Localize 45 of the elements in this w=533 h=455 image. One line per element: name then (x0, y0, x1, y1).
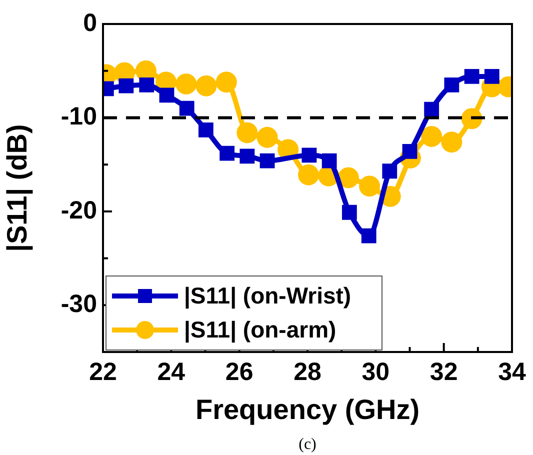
point (198, 122, 214, 138)
x-tick-label: 22 (89, 358, 117, 386)
y-tick-label: -10 (60, 102, 97, 131)
point (338, 167, 359, 188)
x-tick-label: 30 (362, 358, 390, 386)
point (322, 153, 337, 168)
point (240, 148, 255, 164)
point (196, 75, 217, 96)
point (260, 153, 275, 168)
point (220, 146, 235, 161)
text: (c) (298, 436, 316, 453)
point (421, 126, 442, 147)
point (361, 228, 376, 244)
point (444, 77, 460, 92)
point (424, 102, 440, 117)
legend-label: |S11| (on-Wrist) (184, 282, 352, 310)
point (298, 164, 320, 186)
point (118, 78, 134, 94)
point (359, 176, 380, 197)
point (342, 204, 357, 220)
point (484, 69, 500, 84)
point (176, 73, 197, 94)
x-tick-label: 24 (157, 358, 186, 386)
point (179, 100, 194, 116)
legend-label: |S11| (on-arm) (184, 316, 336, 344)
x-axis-title: Frequency (GHz) (195, 394, 420, 425)
y-tick-label: 0 (83, 8, 97, 37)
point (216, 72, 237, 93)
point (382, 164, 398, 179)
point (464, 69, 480, 84)
point (114, 62, 135, 84)
point (159, 88, 174, 103)
y-tick-label: -20 (60, 196, 97, 224)
x-tick-label: 34 (498, 358, 526, 386)
point (236, 122, 258, 144)
point (139, 77, 154, 92)
point (441, 132, 462, 153)
point (402, 144, 418, 159)
x-tick-label: 26 (225, 358, 254, 386)
x-tick-label: 32 (430, 358, 458, 386)
y-tick-label: -30 (60, 290, 97, 318)
y-axis-title: |S11| (dB) (2, 124, 34, 252)
point (256, 126, 278, 148)
x-tick-label: 28 (294, 358, 322, 386)
point (302, 148, 317, 163)
